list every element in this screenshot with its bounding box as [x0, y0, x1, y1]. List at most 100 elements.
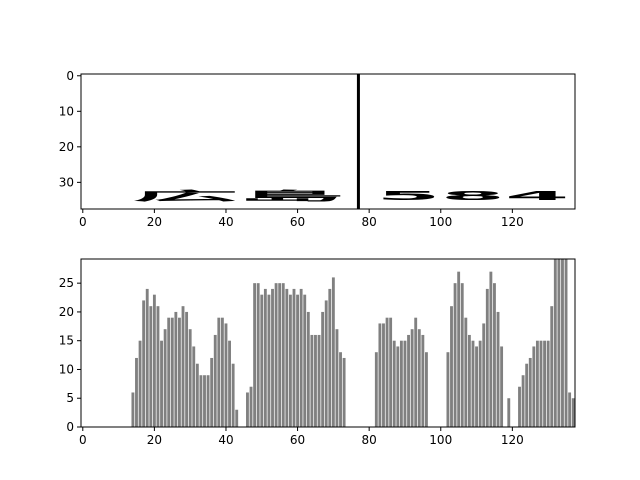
bar — [278, 283, 282, 427]
x-tick-label: 100 — [429, 433, 452, 447]
bar — [539, 340, 543, 427]
x-tick-label: 0 — [79, 215, 87, 229]
glyph-text: 広島 — [133, 188, 344, 203]
bar — [188, 329, 192, 427]
bar — [450, 306, 453, 427]
bar — [374, 352, 378, 427]
bar — [546, 340, 550, 427]
bar — [396, 346, 400, 427]
bar — [543, 340, 547, 427]
bar — [528, 357, 532, 427]
bar — [453, 283, 457, 427]
bar — [317, 334, 321, 427]
bar — [299, 288, 303, 427]
bar — [335, 329, 339, 427]
bar — [281, 283, 285, 427]
bar — [199, 375, 203, 427]
bar — [246, 392, 249, 427]
bar — [306, 311, 310, 427]
bar — [235, 409, 239, 427]
bar — [410, 329, 414, 427]
bar — [149, 306, 153, 427]
plot-area: 広島 584 — [133, 74, 570, 209]
bar — [493, 283, 496, 427]
bar — [550, 306, 554, 427]
x-tick-label: 20 — [147, 215, 162, 229]
bar — [500, 346, 504, 427]
y-tick-label: 20 — [59, 140, 74, 154]
bar — [145, 288, 149, 427]
x-tick-label: 120 — [501, 215, 524, 229]
x-tick-label: 40 — [218, 433, 233, 447]
bar — [392, 340, 396, 427]
bar — [324, 300, 328, 427]
bar — [195, 363, 199, 427]
bar — [228, 340, 231, 427]
bar — [399, 340, 403, 427]
bar — [532, 346, 536, 427]
x-tick-label: 80 — [362, 215, 377, 229]
bar — [339, 352, 342, 427]
bar — [535, 340, 539, 427]
bar — [217, 317, 221, 427]
bar — [167, 317, 171, 427]
bar — [378, 323, 382, 427]
y-tick-label: 15 — [59, 334, 74, 348]
bar — [185, 311, 189, 427]
bar — [557, 259, 561, 427]
x-tick-label: 120 — [501, 433, 524, 447]
x-tick-label: 60 — [290, 433, 305, 447]
bar — [485, 288, 489, 427]
bar — [288, 294, 292, 427]
bar — [156, 306, 160, 427]
x-tick-label: 20 — [147, 433, 162, 447]
bar — [403, 340, 407, 427]
bar — [267, 294, 271, 427]
bar — [518, 386, 521, 427]
y-tick-label: 0 — [66, 69, 74, 83]
subplot: 0 20 40 60 80 100 120 0 5 10 15 20 25 — [59, 258, 576, 447]
bar — [482, 323, 486, 427]
bar — [389, 317, 393, 427]
bar — [260, 294, 264, 427]
bar — [561, 259, 564, 427]
bar — [253, 283, 257, 427]
plot-area — [131, 259, 575, 427]
bar — [478, 340, 482, 427]
y-tick-label: 10 — [59, 362, 74, 376]
x-tick-label: 40 — [218, 215, 233, 229]
bar — [174, 311, 178, 427]
glyph-text: 584 — [376, 189, 569, 203]
bar — [249, 386, 253, 427]
bar — [206, 375, 210, 427]
bar — [564, 259, 568, 427]
bar — [425, 352, 428, 427]
bar — [331, 277, 335, 427]
bar — [414, 317, 418, 427]
bar — [213, 334, 217, 427]
axes-frame — [80, 258, 576, 428]
bar — [314, 334, 317, 427]
bar — [203, 375, 206, 427]
bar — [568, 392, 572, 427]
bar — [460, 283, 464, 427]
bar — [170, 317, 174, 427]
y-tick-label: 10 — [59, 104, 74, 118]
bar — [231, 363, 235, 427]
axes-frame — [80, 73, 576, 210]
bar — [507, 398, 511, 427]
y-tick-label: 30 — [59, 175, 74, 189]
bar — [152, 294, 156, 427]
y-tick-label: 0 — [66, 420, 74, 434]
y-tick-label: 25 — [59, 276, 74, 290]
bar — [489, 271, 493, 427]
bar — [417, 329, 421, 427]
bar — [263, 288, 267, 427]
bar — [292, 288, 296, 427]
bar — [328, 288, 332, 427]
bar — [135, 357, 138, 427]
bar — [256, 283, 260, 427]
subplot: 広島 584 0 20 40 60 80 100 120 0 10 20 30 — [59, 69, 576, 229]
